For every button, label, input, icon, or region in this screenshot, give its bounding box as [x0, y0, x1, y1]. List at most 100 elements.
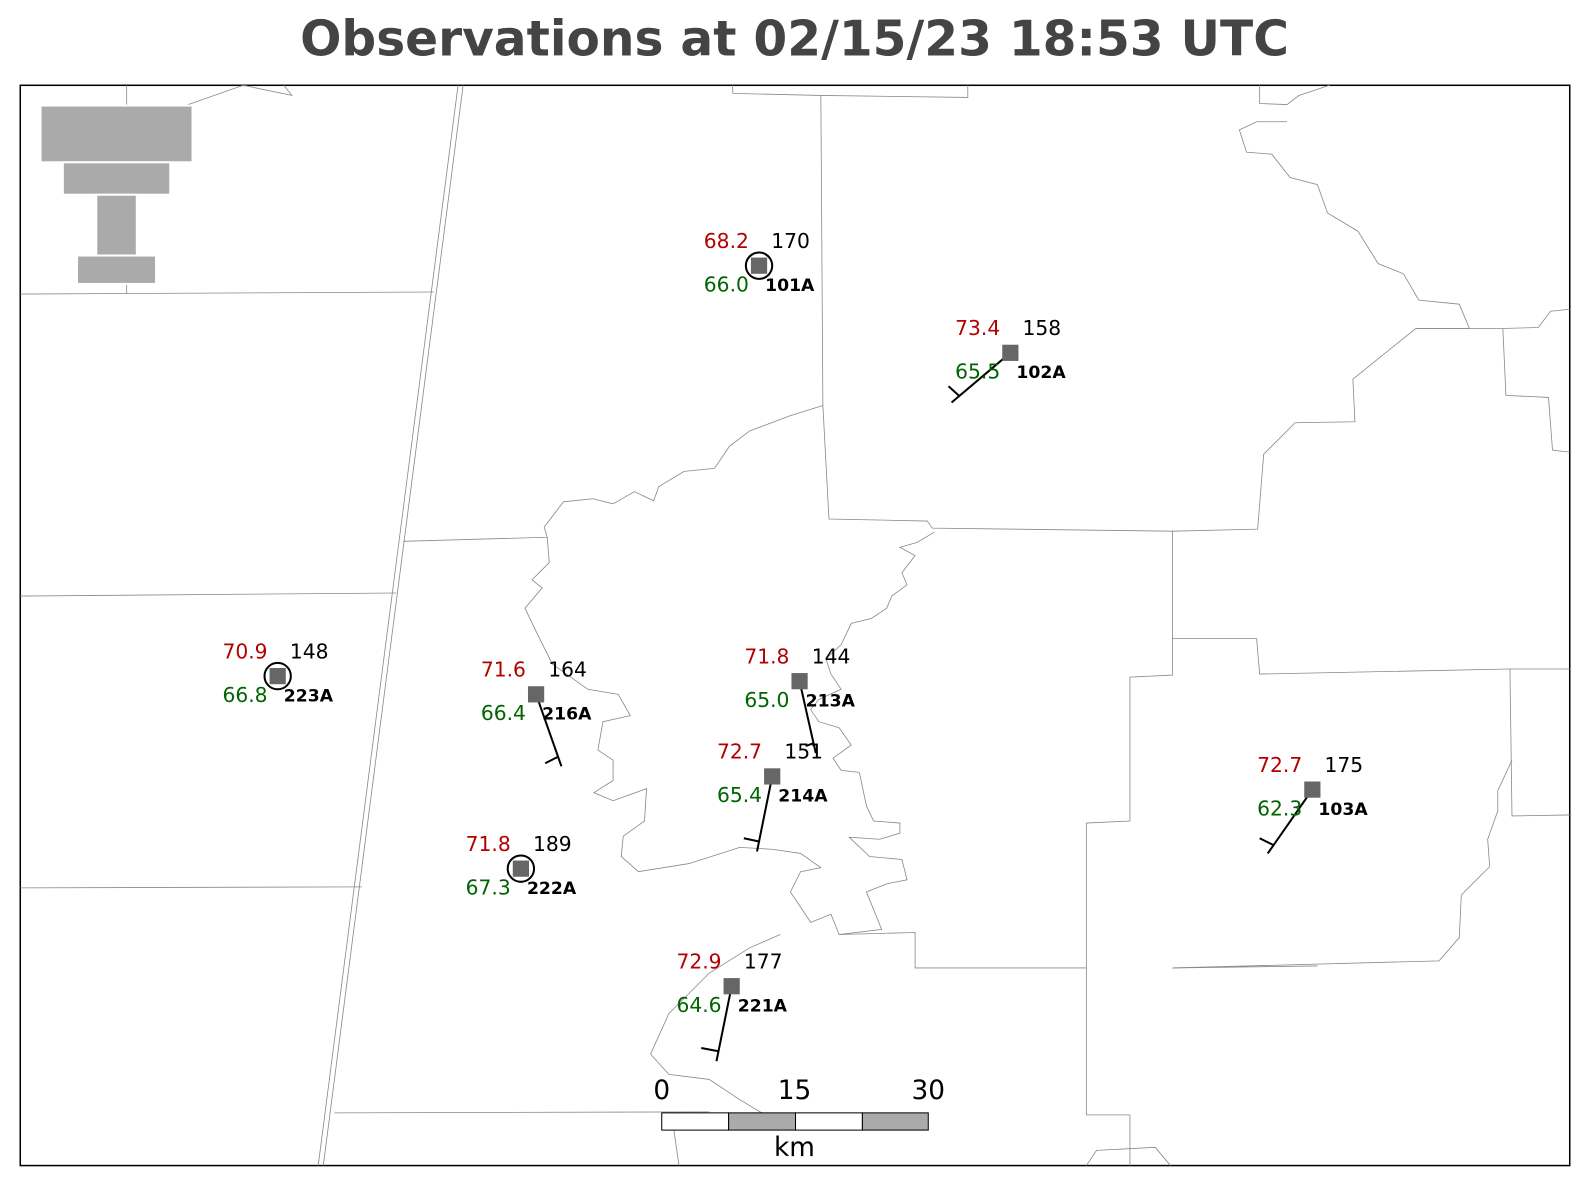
border	[1172, 760, 1513, 969]
wind-flag	[743, 837, 760, 843]
border	[334, 1111, 710, 1114]
wind-flag	[805, 742, 814, 747]
calm-circle	[744, 251, 774, 280]
station-id: 221A	[738, 996, 788, 1016]
dewpoint: 65.5	[955, 360, 1000, 384]
border	[1085, 967, 1131, 1166]
border	[403, 405, 823, 542]
station-marker	[512, 860, 529, 877]
frame	[19, 84, 1571, 1167]
station-id: 223A	[284, 686, 334, 706]
temperature: 72.7	[1257, 753, 1302, 777]
station-id: 213A	[806, 691, 856, 711]
border	[732, 85, 969, 98]
wind-flag	[1259, 837, 1275, 847]
temperature: 71.6	[481, 658, 526, 682]
border	[1238, 121, 1471, 329]
dewpoint: 67.3	[466, 875, 511, 899]
scale-label: 15	[778, 1076, 812, 1106]
station-marker	[750, 257, 768, 274]
border	[1259, 84, 1330, 105]
border	[322, 85, 464, 1166]
scale-seg	[861, 1112, 929, 1131]
station-marker	[791, 673, 808, 690]
station-value: 148	[290, 639, 329, 663]
station-marker	[1002, 344, 1019, 361]
station-marker	[269, 667, 286, 685]
scale-label: 0	[653, 1076, 670, 1106]
border	[20, 291, 434, 295]
boundaries	[19, 84, 1571, 1167]
river	[524, 531, 935, 935]
scale-bar: 0 15 30 km	[653, 1076, 945, 1163]
border	[317, 85, 459, 1166]
station-id: 102A	[1016, 363, 1066, 383]
station-marker	[764, 768, 781, 785]
dewpoint: 64.6	[676, 993, 721, 1017]
station-value: 175	[1325, 753, 1364, 777]
station-id: 103A	[1318, 800, 1368, 820]
border	[1172, 965, 1318, 969]
scale-seg	[728, 1112, 797, 1131]
border	[182, 84, 293, 107]
scale-unit: km	[774, 1133, 815, 1163]
stations: 68.2 170 66.0 101A 73.4 158 65.5 102A 70.9 148 66.…	[222, 229, 1368, 1062]
station-value: 164	[548, 658, 587, 682]
wind-flag	[947, 385, 960, 397]
station-id: 222A	[527, 879, 577, 899]
scale-seg	[661, 1112, 730, 1131]
station-value: 151	[784, 740, 823, 764]
temperature: 72.9	[676, 949, 721, 973]
logo-stem	[95, 193, 138, 257]
logo-bar	[61, 161, 172, 196]
border	[820, 95, 1570, 532]
wind-barb	[715, 985, 733, 1062]
station-value: 170	[771, 229, 810, 253]
river	[650, 934, 781, 1116]
border	[20, 886, 362, 889]
dewpoint: 66.8	[222, 683, 267, 707]
title: Observations at 02/15/23 18:53 UTC	[300, 12, 1289, 68]
station-id: 216A	[542, 705, 592, 725]
wind-barb	[950, 352, 1012, 404]
station-marker	[723, 978, 740, 995]
station-value: 158	[1023, 316, 1062, 340]
scale-label: 30	[912, 1076, 946, 1106]
calm-circle	[263, 661, 292, 691]
logo-foot	[76, 254, 158, 285]
wind-barb	[798, 680, 817, 754]
dewpoint: 66.4	[481, 701, 526, 725]
calm-circle	[506, 854, 536, 883]
dewpoint: 66.0	[704, 272, 749, 296]
wind-barb	[756, 776, 774, 852]
temperature: 70.9	[222, 639, 267, 663]
wind-flag	[544, 755, 559, 765]
temperature: 71.8	[466, 832, 511, 856]
border	[1502, 328, 1570, 453]
dewpoint: 65.0	[744, 688, 789, 712]
scale-seg	[795, 1112, 863, 1131]
border	[1172, 531, 1570, 675]
logo	[39, 104, 194, 285]
border	[1509, 668, 1570, 817]
temperature: 71.8	[744, 644, 789, 668]
wind-flag	[701, 1047, 719, 1053]
dewpoint: 65.4	[717, 783, 762, 807]
station-marker	[1304, 781, 1321, 798]
temperature: 68.2	[704, 229, 749, 253]
station-marker	[527, 686, 545, 703]
station-value: 189	[533, 832, 572, 856]
border	[20, 592, 397, 597]
station-value: 144	[812, 644, 851, 668]
border	[839, 638, 1173, 969]
border	[673, 1130, 680, 1166]
border	[1086, 1146, 1171, 1166]
temperature: 73.4	[955, 316, 1000, 340]
station-value: 177	[744, 949, 783, 973]
logo-bar	[39, 104, 194, 164]
temperature: 72.7	[717, 740, 762, 764]
station-id: 214A	[778, 787, 828, 807]
wind-barb	[535, 694, 563, 767]
